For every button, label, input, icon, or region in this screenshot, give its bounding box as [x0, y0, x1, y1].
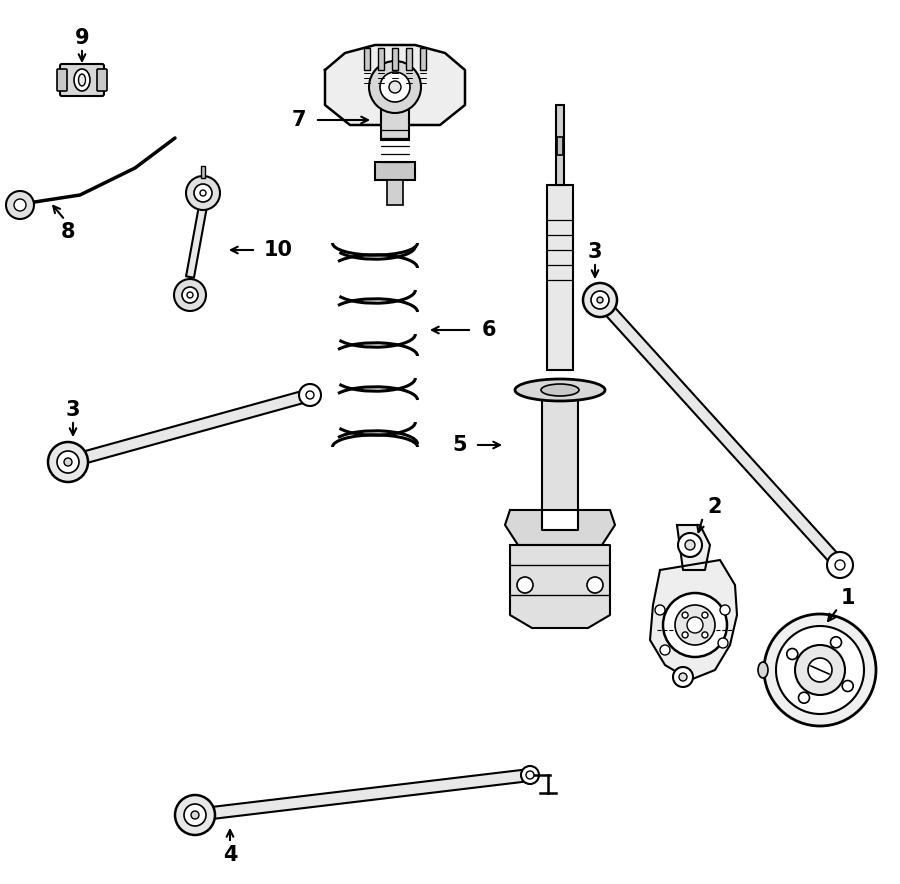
FancyBboxPatch shape [392, 48, 398, 70]
Circle shape [776, 626, 864, 714]
Circle shape [764, 614, 876, 726]
Circle shape [675, 605, 715, 645]
Circle shape [517, 577, 533, 593]
FancyBboxPatch shape [547, 185, 573, 370]
Circle shape [795, 645, 845, 695]
Circle shape [521, 766, 539, 784]
Text: 6: 6 [482, 320, 496, 340]
Circle shape [191, 811, 199, 819]
Text: 3: 3 [66, 400, 80, 420]
Circle shape [194, 184, 212, 202]
Polygon shape [677, 525, 710, 570]
Circle shape [827, 552, 853, 578]
Text: 2: 2 [707, 497, 722, 517]
Polygon shape [186, 205, 207, 278]
Circle shape [583, 283, 617, 317]
Polygon shape [505, 510, 615, 545]
FancyBboxPatch shape [420, 48, 426, 70]
Polygon shape [67, 389, 311, 468]
Circle shape [663, 593, 727, 657]
Circle shape [587, 577, 603, 593]
Circle shape [64, 458, 72, 466]
Polygon shape [194, 769, 531, 821]
Circle shape [369, 61, 421, 113]
Circle shape [787, 649, 797, 659]
Circle shape [808, 658, 832, 682]
Polygon shape [510, 545, 610, 628]
Text: 7: 7 [292, 110, 306, 130]
FancyBboxPatch shape [557, 137, 563, 155]
FancyBboxPatch shape [381, 100, 409, 140]
Text: 3: 3 [588, 242, 602, 262]
FancyBboxPatch shape [387, 180, 403, 205]
Ellipse shape [74, 69, 90, 91]
FancyBboxPatch shape [556, 105, 564, 185]
Circle shape [174, 279, 206, 311]
Circle shape [591, 291, 609, 309]
Circle shape [687, 617, 703, 633]
Circle shape [57, 451, 79, 473]
Ellipse shape [78, 74, 86, 86]
Circle shape [186, 176, 220, 210]
FancyBboxPatch shape [57, 69, 67, 91]
Circle shape [720, 605, 730, 615]
Circle shape [187, 292, 193, 298]
Polygon shape [596, 296, 844, 569]
Circle shape [673, 667, 693, 687]
Circle shape [682, 632, 688, 638]
Text: 5: 5 [453, 435, 467, 455]
Circle shape [655, 605, 665, 615]
Circle shape [682, 612, 688, 618]
Text: 8: 8 [61, 222, 76, 242]
Circle shape [835, 560, 845, 570]
Circle shape [184, 804, 206, 826]
Circle shape [685, 540, 695, 550]
Circle shape [299, 384, 321, 406]
Circle shape [6, 191, 34, 219]
Polygon shape [650, 560, 737, 680]
Polygon shape [325, 45, 465, 125]
Circle shape [200, 190, 206, 196]
FancyBboxPatch shape [375, 162, 415, 180]
Circle shape [702, 632, 708, 638]
FancyBboxPatch shape [542, 390, 578, 510]
FancyBboxPatch shape [97, 69, 107, 91]
FancyBboxPatch shape [201, 166, 205, 178]
Circle shape [526, 771, 534, 779]
Circle shape [380, 72, 410, 102]
FancyBboxPatch shape [378, 48, 384, 70]
Ellipse shape [758, 662, 768, 678]
Circle shape [718, 638, 728, 648]
Circle shape [679, 673, 687, 681]
Circle shape [597, 297, 603, 303]
Ellipse shape [515, 379, 605, 401]
Circle shape [798, 692, 809, 703]
Circle shape [182, 287, 198, 303]
Circle shape [14, 199, 26, 211]
Circle shape [702, 612, 708, 618]
Text: 9: 9 [75, 28, 89, 48]
Circle shape [678, 533, 702, 557]
Circle shape [842, 681, 853, 691]
FancyBboxPatch shape [364, 48, 370, 70]
Text: 4: 4 [223, 845, 238, 865]
Circle shape [175, 795, 215, 835]
FancyBboxPatch shape [406, 48, 412, 70]
Circle shape [389, 81, 401, 93]
Circle shape [660, 645, 670, 655]
Circle shape [48, 442, 88, 482]
Circle shape [831, 636, 842, 648]
Ellipse shape [541, 384, 579, 396]
Circle shape [306, 391, 314, 399]
FancyBboxPatch shape [60, 64, 104, 96]
Text: 1: 1 [841, 588, 855, 608]
Text: 10: 10 [264, 240, 292, 260]
